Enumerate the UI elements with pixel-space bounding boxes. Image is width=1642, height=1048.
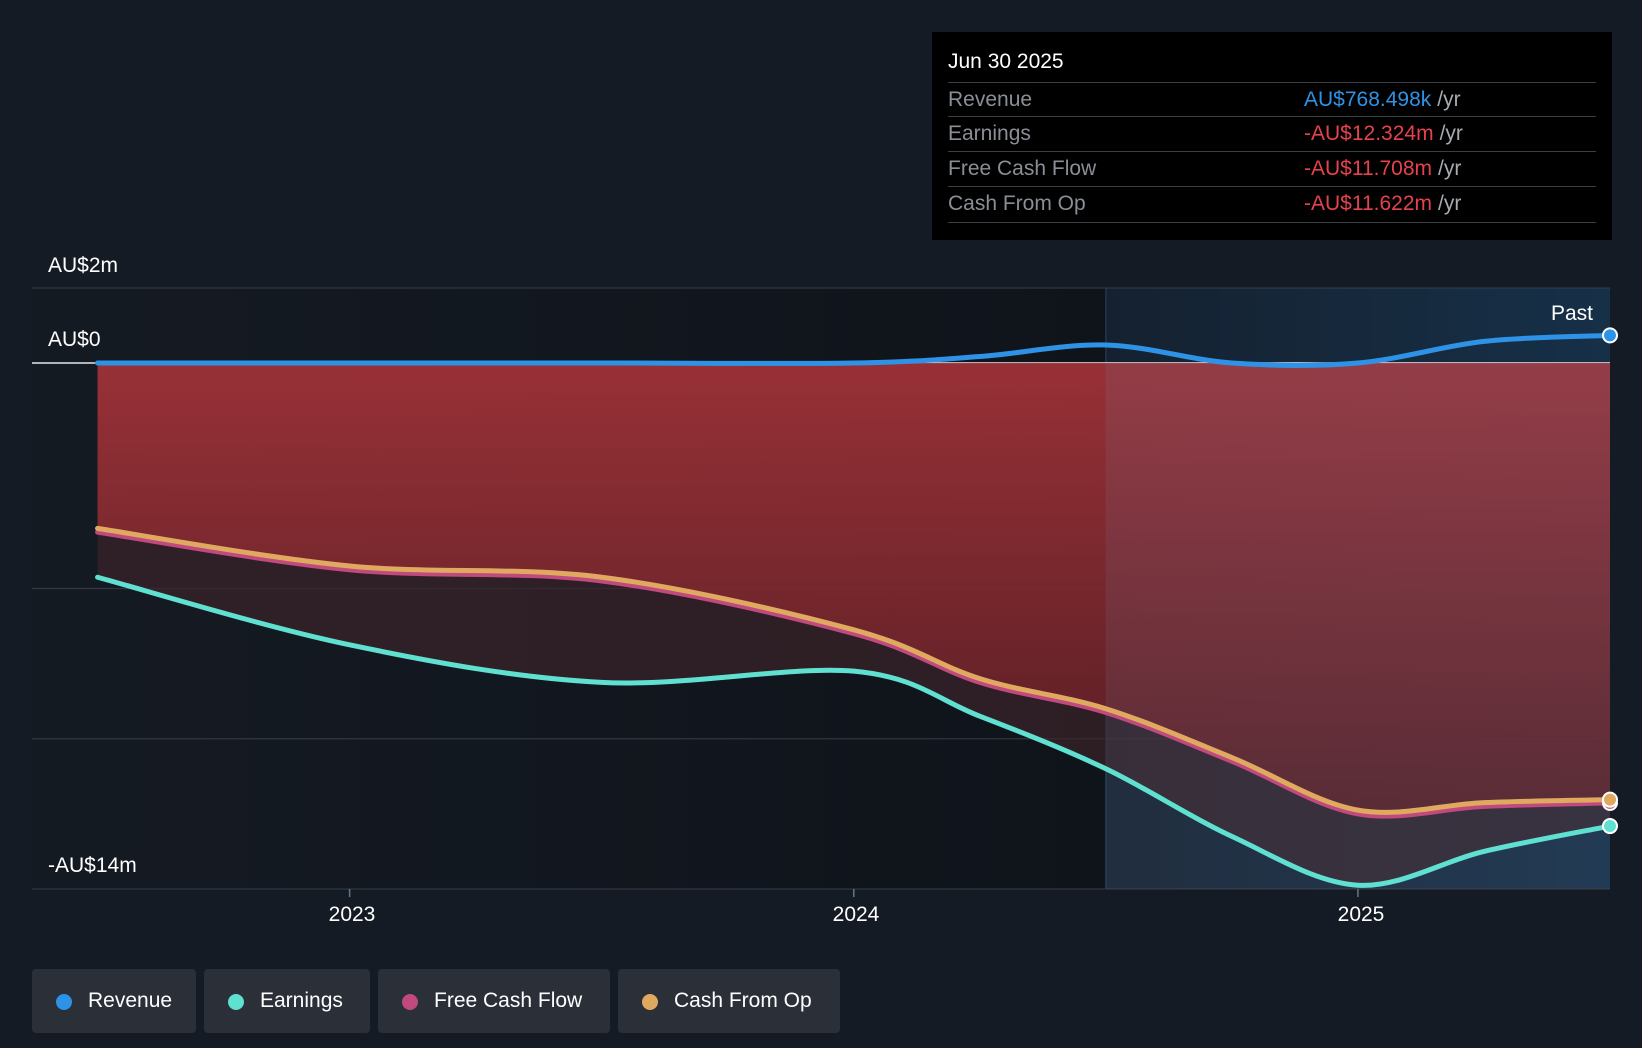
tooltip-unit: /yr — [1439, 122, 1463, 145]
tooltip-date: Jun 30 2025 — [948, 50, 1064, 73]
cfo-dot-icon — [642, 994, 658, 1010]
fcf-dot-icon — [402, 994, 418, 1010]
earnings-line — [95, 574, 1613, 888]
tooltip-label: Free Cash Flow — [948, 157, 1097, 180]
tooltip-revenue-value: AU$768.498k — [1304, 88, 1432, 111]
tooltip-panel: Jun 30 2025 Revenue AU$768.498k/yr Earni… — [932, 32, 1612, 240]
legend-item-cash-from-op[interactable]: Cash From Op — [618, 969, 840, 1033]
legend-label: Revenue — [88, 989, 173, 1012]
tooltip-value: -AU$11.622m/yr — [1304, 192, 1461, 216]
revenue-dot-icon — [56, 994, 72, 1010]
tooltip-label: Earnings — [948, 122, 1031, 145]
legend-item-revenue[interactable]: Revenue — [32, 969, 196, 1033]
earnings-dot-icon — [228, 994, 244, 1010]
legend-item-free-cash-flow[interactable]: Free Cash Flow — [378, 969, 610, 1033]
tooltip-value: AU$768.498k/yr — [1304, 88, 1461, 112]
tooltip-value: -AU$11.708m/yr — [1304, 157, 1461, 181]
y-tick-label-zero: AU$0 — [48, 328, 101, 351]
x-tick-label-2025: 2025 — [1338, 903, 1385, 926]
tooltip-row-revenue: Revenue AU$768.498k/yr — [948, 82, 1596, 117]
tooltip-label: Revenue — [948, 88, 1033, 111]
x-tick-label-2024: 2024 — [833, 903, 880, 926]
cash-from-op-end-marker — [1602, 791, 1618, 808]
legend-label: Earnings — [260, 989, 343, 1012]
tooltip-fcf-value: -AU$11.708m — [1304, 157, 1433, 180]
tooltip-earnings-value: -AU$12.324m — [1304, 122, 1434, 145]
cash-from-op-line — [95, 525, 1613, 815]
tooltip-divider — [948, 222, 1596, 223]
tooltip-label: Cash From Op — [948, 192, 1086, 215]
tooltip-cfo-value: -AU$11.622m — [1304, 192, 1433, 215]
x-tick-label-2023: 2023 — [329, 903, 376, 926]
tooltip-row-free-cash-flow: Free Cash Flow -AU$11.708m/yr — [948, 151, 1596, 186]
legend-label: Free Cash Flow — [434, 989, 583, 1012]
earnings-gap-area — [97, 528, 1611, 886]
tooltip-unit: /yr — [1437, 88, 1461, 111]
revenue-end-marker — [1602, 327, 1618, 344]
tooltip-row-cash-from-op: Cash From Op -AU$11.622m/yr — [948, 186, 1596, 221]
tooltip-row-earnings: Earnings -AU$12.324m/yr — [948, 116, 1596, 151]
free-cash-flow-line — [95, 529, 1613, 819]
revenue-line — [95, 332, 1613, 368]
past-label: Past — [1551, 302, 1593, 325]
tooltip-unit: /yr — [1438, 157, 1462, 180]
tooltip-unit: /yr — [1438, 192, 1462, 215]
legend-label: Cash From Op — [674, 989, 812, 1012]
y-tick-label-top: AU$2m — [48, 254, 118, 277]
cash-from-op-area — [97, 363, 1611, 813]
y-tick-label-bottom: -AU$14m — [48, 854, 137, 877]
tooltip-value: -AU$12.324m/yr — [1304, 122, 1463, 146]
earnings-end-marker — [1602, 818, 1618, 835]
legend-item-earnings[interactable]: Earnings — [204, 969, 370, 1033]
